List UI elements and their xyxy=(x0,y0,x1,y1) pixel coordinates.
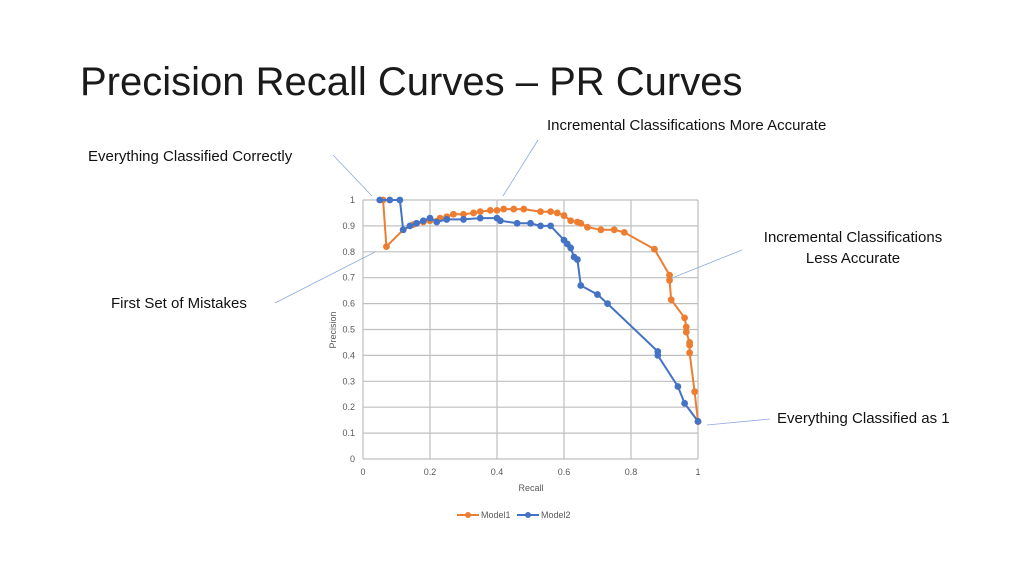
data-point-model1 xyxy=(460,210,467,218)
callout-line-less-accurate xyxy=(671,249,743,279)
data-point-model1 xyxy=(500,205,508,213)
data-point-model1 xyxy=(666,271,673,279)
y-tick-label: 0.6 xyxy=(342,299,355,309)
data-point-model2 xyxy=(496,217,504,225)
legend-label: Model2 xyxy=(541,510,571,520)
y-tick-label: 0.5 xyxy=(342,325,355,335)
annotation-less-accurate: Incremental Classifications Less Accurat… xyxy=(740,229,966,267)
data-point-model2 xyxy=(694,418,702,425)
data-point-model1 xyxy=(682,323,690,331)
data-point-model2 xyxy=(433,218,441,226)
x-tick-label: 0.2 xyxy=(424,467,437,477)
data-point-model2 xyxy=(513,219,521,227)
slide-title: Precision Recall Curves – PR Curves xyxy=(80,60,743,104)
data-point-model1 xyxy=(450,210,457,218)
data-point-model1 xyxy=(691,388,699,396)
legend-swatch-marker xyxy=(465,512,471,518)
y-tick-label: 0 xyxy=(350,454,355,464)
callout-line-first-mistakes xyxy=(274,251,376,304)
y-tick-label: 0.9 xyxy=(342,221,355,231)
data-point-model1 xyxy=(584,223,591,231)
x-tick-label: 1 xyxy=(695,467,700,477)
data-point-model2 xyxy=(443,216,451,223)
chart-grid xyxy=(362,199,699,460)
data-point-model1 xyxy=(476,208,484,216)
x-tick-label: 0.4 xyxy=(491,467,504,477)
data-point-model1 xyxy=(547,208,554,216)
legend-label: Model1 xyxy=(481,510,511,520)
data-point-model1 xyxy=(610,226,618,234)
data-point-model2 xyxy=(476,214,484,222)
data-point-model1 xyxy=(686,349,694,357)
data-point-model2 xyxy=(406,222,414,230)
legend-swatch-marker xyxy=(525,512,531,518)
data-point-model1 xyxy=(486,206,494,214)
data-point-model2 xyxy=(577,282,585,289)
series-line-model2 xyxy=(379,199,699,422)
y-tick-label: 1 xyxy=(350,195,355,205)
data-point-model1 xyxy=(686,341,694,349)
data-point-model1 xyxy=(681,314,688,322)
callout-line-more-accurate xyxy=(502,139,539,197)
chart-ticks: 0 0.1 0.2 0.3 0.4 0.5 0.6 0.7 0.8 0.9 1 0 0.2 0.4 0.6 0… xyxy=(342,195,700,477)
x-tick-label: 0.6 xyxy=(558,467,571,477)
y-tick-label: 0.4 xyxy=(342,350,355,360)
data-point-model1 xyxy=(537,208,544,216)
annotation-more-accurate: Incremental Classifications More Accurat… xyxy=(547,117,827,134)
data-point-model2 xyxy=(386,196,394,204)
x-axis-label: Recall xyxy=(518,483,543,493)
data-point-model1 xyxy=(510,205,518,213)
y-tick-label: 0.7 xyxy=(342,273,355,283)
annotation-less-accurate-line1: Incremental Classifications xyxy=(763,229,943,246)
annotation-less-accurate-line2: Less Accurate xyxy=(805,250,901,267)
x-tick-label: 0.8 xyxy=(625,467,638,477)
callout-lines xyxy=(274,139,771,426)
y-tick-label: 0.3 xyxy=(342,376,355,386)
data-point-model1 xyxy=(577,219,585,227)
chart-legend: Model1 Model2 xyxy=(457,510,571,520)
data-point-model1 xyxy=(567,217,575,225)
callout-line-correct xyxy=(332,154,373,197)
data-point-model1 xyxy=(682,328,690,336)
data-point-model1 xyxy=(520,205,528,213)
data-point-model2 xyxy=(376,196,384,204)
y-axis-label: Precision xyxy=(328,311,338,348)
data-point-model2 xyxy=(574,256,581,263)
data-point-model2 xyxy=(396,196,404,204)
annotation-first-mistakes: First Set of Mistakes xyxy=(111,295,247,312)
data-point-model1 xyxy=(620,228,628,236)
data-point-model2 xyxy=(547,222,554,230)
data-point-model1 xyxy=(560,212,568,219)
data-point-model1 xyxy=(667,296,675,304)
y-tick-label: 0.1 xyxy=(342,428,355,438)
data-point-model2 xyxy=(567,244,575,252)
data-point-model1 xyxy=(470,209,477,217)
data-point-model1 xyxy=(493,206,501,214)
data-point-model1 xyxy=(553,209,561,217)
data-point-model2 xyxy=(527,219,534,227)
data-point-model1 xyxy=(597,226,605,234)
data-point-model2 xyxy=(537,222,544,230)
data-point-model2 xyxy=(674,383,682,390)
data-point-model2 xyxy=(681,399,688,407)
annotation-classified-as-1: Everything Classified as 1 xyxy=(777,410,950,427)
x-tick-label: 0 xyxy=(360,467,365,477)
data-point-model2 xyxy=(413,219,420,227)
data-point-model2 xyxy=(419,217,427,225)
data-point-model2 xyxy=(460,216,467,223)
data-point-model2 xyxy=(654,352,662,359)
data-point-model1 xyxy=(666,276,673,284)
data-point-model2 xyxy=(594,291,601,298)
data-point-model1 xyxy=(651,245,658,253)
annotation-everything-correct: Everything Classified Correctly xyxy=(88,148,293,165)
data-point-model2 xyxy=(604,300,611,307)
callout-line-classified-as-1 xyxy=(706,418,771,426)
chart-series xyxy=(376,196,702,425)
data-point-model1 xyxy=(383,243,390,251)
data-point-model2 xyxy=(426,214,434,222)
y-tick-label: 0.2 xyxy=(342,402,355,412)
data-point-model2 xyxy=(399,226,407,234)
y-tick-label: 0.8 xyxy=(342,247,355,257)
